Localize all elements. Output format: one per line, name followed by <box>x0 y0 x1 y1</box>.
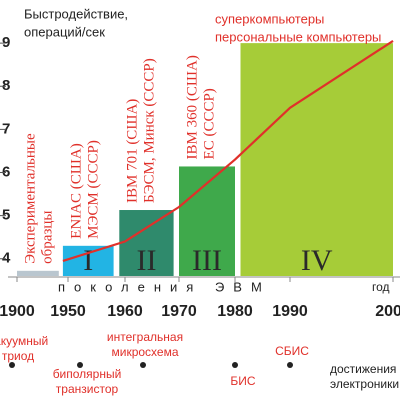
bar-caption: персональные компьютеры <box>215 29 381 44</box>
milestone-label: биполярный <box>53 367 122 381</box>
bar-caption: IBM 701 (США) <box>125 99 141 203</box>
milestone-label: микросхема <box>111 345 178 359</box>
milestone-dot <box>9 362 15 368</box>
bar-caption: ENIAC (США) <box>68 143 84 239</box>
bar <box>119 210 174 276</box>
bar-caption: Экспериментальные <box>22 133 38 264</box>
generation-numeral: III <box>192 244 222 277</box>
milestone-label: БИС <box>230 374 256 388</box>
x-tick-label: 1980 <box>217 303 253 320</box>
bar-caption: ЕС (СССР) <box>201 88 217 159</box>
y-axis-label: операций/сек <box>24 24 105 39</box>
milestone-dot <box>287 362 293 368</box>
bar <box>17 270 59 276</box>
milestone-label: вакуумный <box>0 334 48 348</box>
milestone-label: триод <box>2 349 34 363</box>
bar <box>62 245 114 276</box>
y-tick-label: 7 <box>2 120 10 137</box>
x-tick-label: 1900 <box>0 303 35 320</box>
bar-caption: БЭСМ, Минск (СССР) <box>142 58 158 203</box>
y-tick-label: 4 <box>2 250 11 267</box>
x-tick-label: 1950 <box>50 303 86 320</box>
generations-banner: поколения ЭВМ <box>58 279 271 294</box>
y-tick-label: 5 <box>2 207 10 224</box>
x-tick-label: 1990 <box>272 303 308 320</box>
generation-numeral: I <box>83 244 93 277</box>
bar-caption: суперкомпьютеры <box>215 11 324 26</box>
milestones-title: достижения <box>330 362 396 376</box>
x-tick-label: 2000 <box>375 303 400 320</box>
x-axis-label: год <box>372 280 390 294</box>
bar-caption: IBM 360 (США) <box>184 55 200 159</box>
milestone-label: СБИС <box>275 344 309 358</box>
bar <box>240 43 393 276</box>
milestone-dot <box>77 362 83 368</box>
milestone-dot <box>140 362 146 368</box>
generation-numeral: IV <box>301 244 333 277</box>
milestones-title: электроники <box>330 377 399 391</box>
y-tick-label: 9 <box>2 34 10 51</box>
milestone-label: транзистор <box>56 382 119 396</box>
generation-numeral: II <box>136 244 156 277</box>
milestone-label: интегральная <box>107 330 183 344</box>
y-axis-label: Быстродействие, <box>24 6 128 21</box>
growth-line <box>62 40 394 262</box>
x-tick-label: 1970 <box>161 303 197 320</box>
milestone-dot <box>232 362 238 368</box>
bar-caption: МЭСМ (СССР) <box>85 140 101 239</box>
x-tick-label: 1960 <box>107 303 143 320</box>
y-tick-label: 8 <box>2 77 10 94</box>
bar-caption: образцы <box>39 210 55 263</box>
y-tick-label: 6 <box>2 163 10 180</box>
